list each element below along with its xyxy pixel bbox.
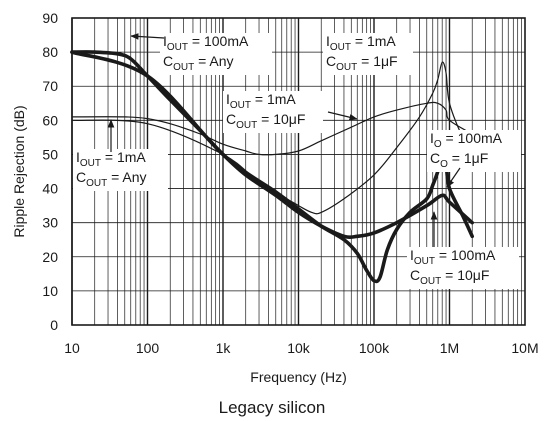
series-line-iout1-c10uf (71, 101, 473, 156)
x-tick-label: 1M (440, 340, 459, 356)
annotation-box (223, 91, 323, 133)
annotation-line: IOUT = 100mA (410, 247, 496, 267)
x-tick-label: 10k (287, 340, 311, 356)
annotation-arrow (446, 167, 461, 188)
x-axis-label: Frequency (Hz) (250, 369, 346, 385)
y-tick-label: 50 (42, 146, 58, 162)
y-tick-label: 60 (42, 112, 58, 128)
x-tick-label: 100k (359, 340, 390, 356)
annotation-arrow (327, 111, 358, 121)
chart-caption: Legacy silicon (218, 398, 326, 417)
y-tick-label: 80 (42, 44, 58, 60)
x-tick-label: 10 (64, 340, 80, 356)
y-tick-label: 10 (42, 283, 58, 299)
tick-labels: 10 100 1k 10k 100k 1M 10M 0 10 20 30 40 50 60 70 80 90 (42, 10, 538, 356)
y-tick-label: 90 (42, 10, 58, 26)
annotation-line: IOUT = 1mA (326, 33, 396, 53)
series-line-iout100-cany (70, 50, 474, 240)
x-tick-label: 1k (216, 340, 232, 356)
annotation-line: COUT = 10μF (226, 111, 305, 131)
series-line-iout1-c1uf (71, 61, 473, 215)
annotation-line: COUT = Any (163, 53, 234, 73)
y-axis-label: Ripple Rejection (dB) (11, 105, 27, 237)
plot-frame (71, 17, 526, 326)
y-tick-label: 30 (42, 215, 58, 231)
y-tick-label: 20 (42, 249, 58, 265)
annotation-box (160, 33, 272, 75)
annotation-box (407, 247, 519, 289)
y-tick-label: 0 (50, 317, 58, 333)
annotation-line: CO = 1μF (430, 150, 488, 170)
x-tick-label: 10M (511, 340, 538, 356)
annotation-box (323, 33, 413, 75)
y-tick-label: 70 (42, 78, 58, 94)
x-tick-label: 100 (136, 340, 160, 356)
annotation-line: IOUT = 100mA (163, 33, 249, 53)
annotation-box (73, 149, 168, 191)
annotation-box (427, 130, 521, 172)
annotation-line: IOUT = 1mA (226, 91, 296, 111)
annotation-line: IO = 100mA (430, 130, 503, 150)
y-tick-label: 40 (42, 181, 58, 197)
annotation-line: COUT = 10μF (410, 267, 489, 287)
annotation-arrow (130, 33, 165, 40)
annotation-line: COUT = 1μF (326, 53, 398, 73)
annotation-line: COUT = Any (76, 169, 147, 189)
annotation-line: IOUT = 1mA (76, 149, 146, 169)
